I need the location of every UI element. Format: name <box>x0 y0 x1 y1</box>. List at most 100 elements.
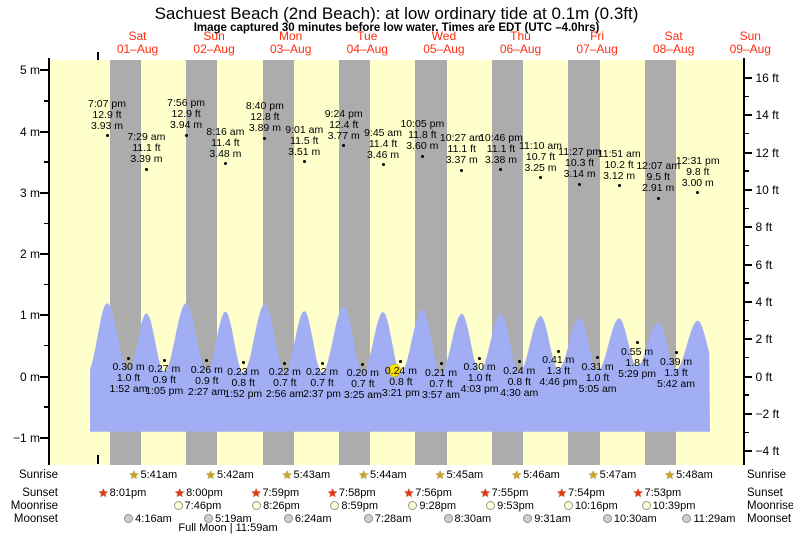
y-axis-label-ft: 14 ft <box>755 108 779 123</box>
low-tide-dot <box>556 349 560 353</box>
day-header: Wed 05–Aug <box>423 30 464 56</box>
high-tide-annotation: 11:27 pm 10.3 ft 3.14 m <box>558 147 601 180</box>
low-tide-annotation: 0.30 m 1.0 ft 1:52 am <box>110 362 148 395</box>
sunset-time: 8:01pm <box>109 487 147 499</box>
sunset-marker: ★7:53pm <box>633 487 681 499</box>
day-date: 09–Aug <box>729 42 771 56</box>
moonset-icon <box>283 514 293 523</box>
low-tide-annotation: 0.24 m 0.8 ft 4:30 am <box>500 365 538 399</box>
y-tick-right <box>744 300 752 303</box>
moonrise-icon <box>173 501 183 510</box>
moonset-time: 6:24am <box>294 513 332 525</box>
moonrise-icon <box>641 501 651 510</box>
sunrise-icon: ★ <box>587 468 599 482</box>
day-header: Sun 09–Aug <box>730 30 771 56</box>
high-tide-annotation: 8:16 am 11.4 ft 3.48 m <box>206 126 244 160</box>
y-tick-left <box>40 436 48 439</box>
tide-annotation-line: 1.3 ft <box>664 366 688 379</box>
y-tick-left <box>40 130 48 133</box>
low-tide-dot <box>127 356 131 360</box>
high-tide-annotation: 9:01 am 11.5 ft 3.51 m <box>285 123 324 158</box>
high-tide-dot <box>656 196 660 200</box>
y-tick-right <box>744 450 752 453</box>
tide-annotation-line: 0.55 m <box>621 345 654 358</box>
moonset-time: 5:19am <box>214 513 252 525</box>
sunrise-icon: ★ <box>205 468 216 482</box>
moonset-marker: 11:29am <box>682 513 735 525</box>
y-minortick-left <box>44 100 48 102</box>
moonset-icon <box>602 514 612 523</box>
day-header: Fri 07–Aug <box>576 30 617 56</box>
sunset-time: 7:55pm <box>491 487 529 499</box>
tide-annotation-line: 1.8 ft <box>625 356 649 369</box>
sunset-time: 7:59pm <box>262 487 300 499</box>
y-tick-left <box>40 253 48 256</box>
low-tide-annotation: 0.55 m 1.8 ft 5:29 pm <box>618 345 656 380</box>
low-tide-annotation: 0.26 m 0.9 ft 2:27 am <box>188 364 226 398</box>
capture-time-marker <box>387 363 401 377</box>
sunrise-icon: ★ <box>281 468 293 482</box>
sunset-time: 7:53pm <box>644 487 682 499</box>
y-axis-label-ft: 2 ft <box>755 332 773 347</box>
y-minortick-right <box>744 431 749 434</box>
day-of-week: Fri <box>590 29 605 43</box>
low-tide-dot <box>320 361 324 365</box>
tide-annotation-line: 0.41 m <box>542 354 575 367</box>
tide-annotation-line: 4:03 pm <box>460 383 499 396</box>
y-minortick-right <box>744 319 749 322</box>
high-tide-annotation: 8:40 pm 12.8 ft 3.89 m <box>246 101 284 134</box>
high-tide-dot <box>381 163 385 167</box>
tide-annotation-line: 9:01 am <box>285 123 324 136</box>
day-of-week: Thu <box>510 29 531 43</box>
high-tide-dot <box>302 160 306 164</box>
tide-annotation-line: 12.4 ft <box>329 118 359 131</box>
tide-annotation-line: 3.77 m <box>327 129 360 142</box>
high-tide-dot <box>420 154 424 158</box>
tide-annotation-line: 0.8 ft <box>389 375 413 388</box>
page-title: Sachuest Beach (2nd Beach): at low ordin… <box>154 4 639 23</box>
tide-annotation-line: 2.91 m <box>642 182 675 195</box>
tide-annotation-line: 11.8 ft <box>408 129 437 142</box>
sunset-icon: ★ <box>403 486 415 500</box>
y-axis-label-m: 5 m <box>19 63 40 78</box>
tide-annotation-line: 11.4 ft <box>211 136 240 149</box>
y-axis-label-m: 4 m <box>19 124 40 139</box>
y-axis-label-ft: −2 ft <box>755 406 780 421</box>
tide-annotation-line: 12.9 ft <box>92 108 122 121</box>
sunrise-marker: ★5:43am <box>282 469 330 481</box>
moonrise-icon <box>330 501 340 510</box>
sunset-marker: ★7:59pm <box>251 487 299 499</box>
y-minortick-right <box>744 394 749 396</box>
tide-annotation-line: 3.93 m <box>90 119 124 132</box>
y-axis-label-m: 3 m <box>19 185 40 200</box>
low-tide-dot <box>674 351 678 355</box>
low-tide-dot <box>399 360 403 364</box>
tide-annotation-line: 0.9 ft <box>152 374 176 387</box>
sunrise-icon: ★ <box>434 468 446 482</box>
high-tide-dot <box>617 184 621 188</box>
moonrise-marker: 9:28pm <box>408 500 456 512</box>
sunrise-time: 5:41am <box>140 469 178 481</box>
row-label-sunset-left: Sunset <box>22 487 58 499</box>
y-axis-label-ft: 12 ft <box>755 145 779 160</box>
day-date: 05–Aug <box>423 42 465 56</box>
tide-annotation-line: 12:07 am <box>636 160 681 173</box>
tide-annotation-line: 10.7 ft <box>525 150 556 163</box>
y-minortick-left <box>44 406 48 408</box>
row-label-moonrise-right: Moonrise <box>747 500 793 512</box>
tide-annotation-line: 10.3 ft <box>565 157 595 170</box>
y-tick-right <box>744 226 752 229</box>
night-band <box>644 60 677 465</box>
moonrise-marker: 10:39pm <box>641 500 695 512</box>
tide-annotation-line: 5:42 am <box>657 377 696 390</box>
y-minortick-left <box>44 283 48 286</box>
tide-annotation-line: 11:27 pm <box>558 146 602 159</box>
moonrise-marker: 8:59pm <box>330 500 378 512</box>
sunrise-marker: ★5:47am <box>588 469 636 481</box>
tide-annotation-line: 10:05 pm <box>400 118 445 131</box>
tide-annotation-line: 11.1 ft <box>447 143 476 156</box>
tide-annotation-line: 3.38 m <box>484 153 518 166</box>
frame-tick-bottom <box>97 455 99 464</box>
tide-annotation-line: 11:51 am <box>597 147 641 160</box>
tide-annotation-line: 1:52 am <box>109 383 148 396</box>
